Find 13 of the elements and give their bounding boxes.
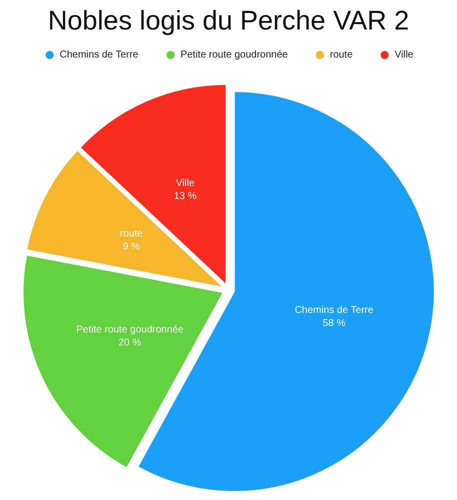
data-label: 20 % xyxy=(118,337,142,348)
data-label: 58 % xyxy=(322,318,346,330)
legend-label: Ville xyxy=(394,50,414,60)
slice-label: Ville xyxy=(176,178,196,189)
legend-label: Chemins de Terre xyxy=(60,50,139,60)
slice-label: Petite route goudronnée xyxy=(76,324,184,336)
slice-label: Chemins de Terre xyxy=(294,305,374,316)
data-label: 13 % xyxy=(174,190,197,202)
legend-label: Petite route goudronnée xyxy=(180,50,288,60)
data-label: 9 % xyxy=(122,242,140,253)
chart-title: Nobles logis du Perche VAR 2 xyxy=(48,6,410,36)
legend-label: route xyxy=(330,50,354,60)
slice-label: route xyxy=(120,228,144,240)
